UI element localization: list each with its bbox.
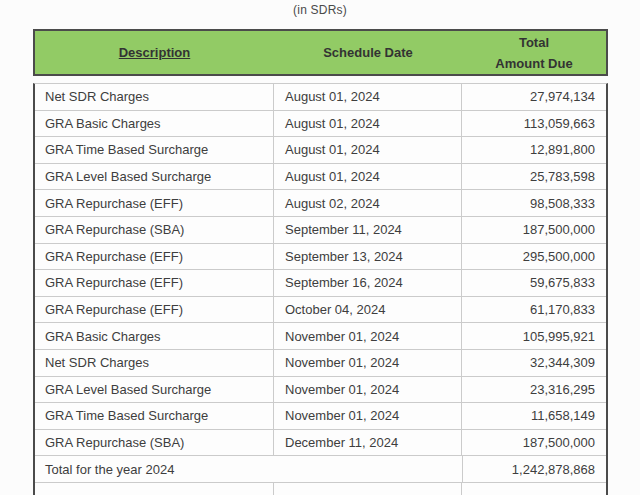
row-amount-cell: 27,974,134 <box>462 84 606 110</box>
total-row-amount: 1,242,878,868 <box>463 456 606 482</box>
header-total-line1: Total <box>519 32 549 53</box>
row-date-cell: October 04, 2024 <box>274 297 462 323</box>
partial-cutoff-row <box>35 483 606 495</box>
row-date-cell: August 01, 2024 <box>274 164 462 190</box>
table-row: GRA Basic Charges November 01, 2024 105,… <box>35 323 606 350</box>
row-description-cell: GRA Time Based Surcharge <box>35 137 274 163</box>
row-amount-cell: 59,675,833 <box>462 270 606 296</box>
row-amount-cell: 23,316,295 <box>462 377 606 403</box>
row-date-cell: September 16, 2024 <box>274 270 462 296</box>
table-row: GRA Repurchase (EFF) September 13, 2024 … <box>35 244 606 271</box>
row-description-cell: GRA Basic Charges <box>35 111 274 137</box>
row-date-cell: August 01, 2024 <box>274 84 462 110</box>
row-description-cell: GRA Repurchase (SBA) <box>35 430 274 456</box>
table-row: GRA Repurchase (EFF) August 02, 2024 98,… <box>35 190 606 217</box>
header-schedule-date: Schedule Date <box>274 31 462 74</box>
row-date-cell: August 02, 2024 <box>274 190 462 216</box>
table-row: GRA Time Based Surcharge August 01, 2024… <box>35 137 606 164</box>
row-amount-cell: 11,658,149 <box>462 403 606 429</box>
row-amount-cell: 25,783,598 <box>462 164 606 190</box>
sdr-schedule-table: Description Schedule Date Total Amount D… <box>33 29 608 495</box>
partial-date-cell <box>274 483 462 495</box>
row-date-cell: November 01, 2024 <box>274 323 462 349</box>
header-total-line2: Amount Due <box>495 53 572 74</box>
row-amount-cell: 12,891,800 <box>462 137 606 163</box>
row-date-cell: September 11, 2024 <box>274 217 462 243</box>
table-row: Net SDR Charges November 01, 2024 32,344… <box>35 350 606 377</box>
table-row: GRA Level Based Surcharge November 01, 2… <box>35 377 606 404</box>
row-description-cell: Net SDR Charges <box>35 350 274 376</box>
row-amount-cell: 98,508,333 <box>462 190 606 216</box>
row-date-cell: November 01, 2024 <box>274 403 462 429</box>
table-row: GRA Time Based Surcharge November 01, 20… <box>35 403 606 430</box>
header-total-amount-due: Total Amount Due <box>462 31 606 74</box>
partial-description-cell <box>35 483 274 495</box>
total-row: Total for the year 2024 1,242,878,868 <box>35 456 606 483</box>
row-amount-cell: 61,170,833 <box>462 297 606 323</box>
table-row: GRA Level Based Surcharge August 01, 202… <box>35 164 606 191</box>
row-date-cell: September 13, 2024 <box>274 244 462 270</box>
page: (in SDRs) Description Schedule Date Tota… <box>0 0 640 495</box>
row-date-cell: November 01, 2024 <box>274 350 462 376</box>
row-description-cell: GRA Level Based Surcharge <box>35 377 274 403</box>
header-description: Description <box>35 31 274 74</box>
table-header-row: Description Schedule Date Total Amount D… <box>33 29 608 76</box>
row-date-cell: August 01, 2024 <box>274 111 462 137</box>
total-row-label: Total for the year 2024 <box>35 456 463 482</box>
table-row: GRA Repurchase (EFF) October 04, 2024 61… <box>35 297 606 324</box>
table-row: GRA Basic Charges August 01, 2024 113,05… <box>35 111 606 138</box>
row-description-cell: GRA Repurchase (EFF) <box>35 190 274 216</box>
row-description-cell: GRA Repurchase (SBA) <box>35 217 274 243</box>
row-date-cell: November 01, 2024 <box>274 377 462 403</box>
table-row: Net SDR Charges August 01, 2024 27,974,1… <box>35 84 606 111</box>
row-amount-cell: 295,500,000 <box>462 244 606 270</box>
header-description-label: Description <box>119 42 191 63</box>
row-amount-cell: 105,995,921 <box>462 323 606 349</box>
row-date-cell: December 11, 2024 <box>274 430 462 456</box>
table-caption: (in SDRs) <box>0 0 640 17</box>
row-description-cell: GRA Repurchase (EFF) <box>35 297 274 323</box>
row-description-cell: Net SDR Charges <box>35 84 274 110</box>
row-description-cell: GRA Time Based Surcharge <box>35 403 274 429</box>
row-description-cell: GRA Repurchase (EFF) <box>35 244 274 270</box>
partial-amount-cell <box>462 483 606 495</box>
table-row: GRA Repurchase (EFF) September 16, 2024 … <box>35 270 606 297</box>
row-date-cell: August 01, 2024 <box>274 137 462 163</box>
row-description-cell: GRA Basic Charges <box>35 323 274 349</box>
table-body: Net SDR Charges August 01, 2024 27,974,1… <box>33 83 608 495</box>
row-description-cell: GRA Level Based Surcharge <box>35 164 274 190</box>
table-row: GRA Repurchase (SBA) December 11, 2024 1… <box>35 430 606 457</box>
row-amount-cell: 32,344,309 <box>462 350 606 376</box>
row-amount-cell: 113,059,663 <box>462 111 606 137</box>
row-description-cell: GRA Repurchase (EFF) <box>35 270 274 296</box>
row-amount-cell: 187,500,000 <box>462 217 606 243</box>
table-row: GRA Repurchase (SBA) September 11, 2024 … <box>35 217 606 244</box>
row-amount-cell: 187,500,000 <box>462 430 606 456</box>
header-schedule-date-label: Schedule Date <box>323 42 413 63</box>
